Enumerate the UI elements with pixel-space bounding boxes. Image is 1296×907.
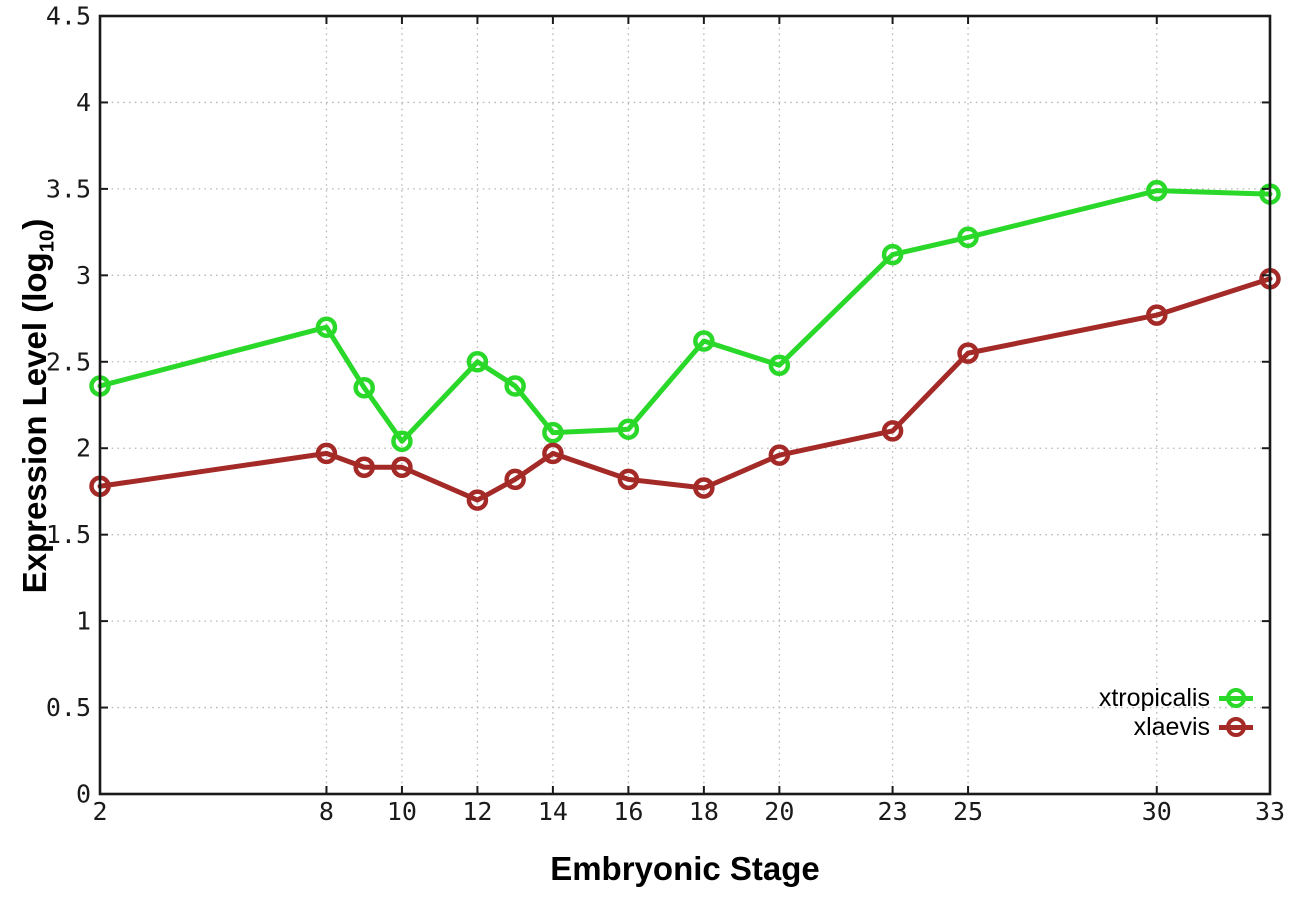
data-point-xtropicalis-20 <box>768 354 791 376</box>
data-point-xlaevis-16 <box>617 468 640 491</box>
legend-swatch-circle <box>1225 717 1246 737</box>
series-line-xlaevis <box>97 276 1273 503</box>
series-line-xtropicalis <box>97 188 1273 444</box>
data-point-xtropicalis-8 <box>315 316 338 338</box>
legend-label: xtropicalis <box>1098 684 1210 712</box>
legend-swatch-circle <box>1225 688 1246 708</box>
y-tick-label-0.5: 0.5 <box>46 693 91 722</box>
plot-border <box>98 14 1272 796</box>
y-tick-label-4: 4 <box>76 88 91 117</box>
y-axis-title-text: Expression Level (log <box>16 252 53 594</box>
x-tick-label-16: 16 <box>613 797 643 826</box>
data-point-xtropicalis-12 <box>466 351 489 373</box>
data-point-xtropicalis-16 <box>617 418 640 440</box>
y-tick-label-2.5: 2.5 <box>46 347 91 376</box>
legend-item-xlaevis: xlaevis <box>1099 713 1253 742</box>
data-point-xlaevis-23 <box>881 420 904 442</box>
x-tick-label-25: 25 <box>953 797 983 826</box>
y-tick-label-1.5: 1.5 <box>46 520 91 549</box>
data-point-xtropicalis-14 <box>542 421 564 444</box>
legend: xtropicalis xlaevis <box>1099 684 1253 742</box>
data-point-xlaevis-13 <box>504 468 526 491</box>
data-point-xtropicalis-9 <box>353 376 375 399</box>
data-point-xlaevis-8 <box>315 442 338 465</box>
x-tick-label-8: 8 <box>319 797 334 826</box>
y-axis-title: Expression Level (log10) <box>16 218 59 594</box>
data-point-xtropicalis-13 <box>504 375 526 397</box>
data-point-xlaevis-9 <box>353 456 375 478</box>
y-tick-label-1: 1 <box>76 607 91 636</box>
y-axis-title-suffix: ) <box>16 218 53 230</box>
y-tick-label-3: 3 <box>76 261 91 290</box>
data-point-xlaevis-12 <box>466 489 489 511</box>
x-tick-label-23: 23 <box>878 797 908 826</box>
data-point-xlaevis-10 <box>391 456 413 478</box>
x-tick-label-10: 10 <box>387 797 417 826</box>
legend-item-xtropicalis: xtropicalis <box>1099 684 1253 713</box>
data-point-xtropicalis-25 <box>957 226 979 249</box>
x-axis-title: Embryonic Stage <box>550 850 820 887</box>
data-point-xlaevis-14 <box>542 442 564 465</box>
data-point-xtropicalis-23 <box>881 243 904 266</box>
x-tick-label-2: 2 <box>92 797 107 826</box>
legend-sample <box>1219 687 1253 711</box>
data-point-xlaevis-20 <box>768 444 791 466</box>
x-tick-label-18: 18 <box>689 797 719 826</box>
data-point-xlaevis-18 <box>693 477 715 499</box>
y-axis-title-subscript: 10 <box>35 229 59 253</box>
y-tick-label-0: 0 <box>76 780 91 809</box>
x-tick-label-30: 30 <box>1142 797 1172 826</box>
data-point-xtropicalis-18 <box>693 330 715 352</box>
legend-label: xlaevis <box>1133 713 1210 741</box>
y-tick-label-2: 2 <box>76 434 91 463</box>
y-tick-label-3.5: 3.5 <box>46 174 91 203</box>
x-tick-label-20: 20 <box>764 797 794 826</box>
x-tick-label-14: 14 <box>538 797 568 826</box>
data-point-xtropicalis-10 <box>391 430 413 453</box>
y-tick-label-4.5: 4.5 <box>46 2 91 31</box>
data-point-xlaevis-25 <box>957 342 979 364</box>
data-point-xtropicalis-30 <box>1146 179 1168 202</box>
x-tick-label-12: 12 <box>462 797 492 826</box>
data-point-xlaevis-30 <box>1146 304 1168 326</box>
legend-sample <box>1219 716 1253 740</box>
x-tick-label-33: 33 <box>1255 797 1285 826</box>
